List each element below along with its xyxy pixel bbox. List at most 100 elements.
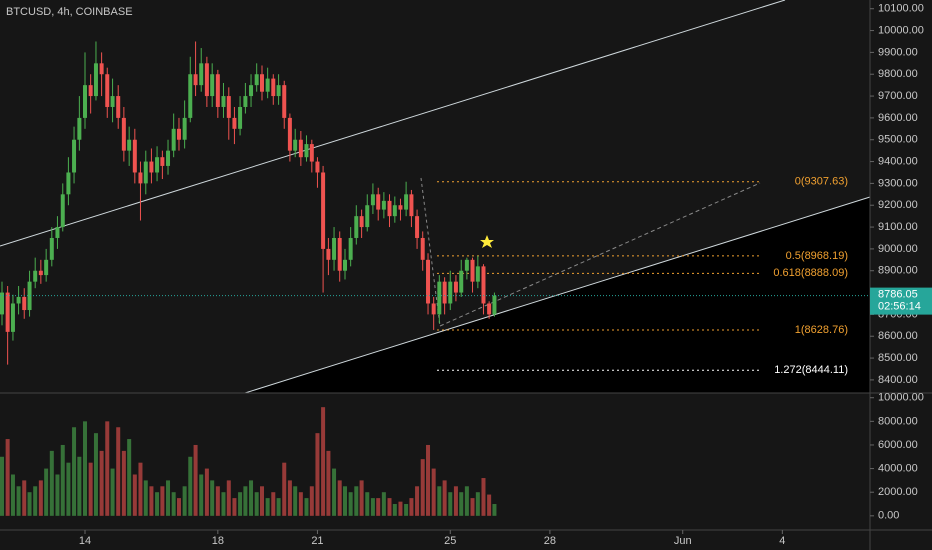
volume-bar	[27, 492, 32, 516]
volume-bar	[215, 486, 220, 516]
volume-bar	[204, 468, 209, 516]
candle-body	[321, 172, 326, 249]
volume-bar	[155, 492, 160, 516]
candle-body	[215, 74, 220, 107]
y-tick-label: 9800.00	[878, 68, 918, 80]
volume-bar	[243, 486, 248, 516]
fib-label: 0.5(8968.19)	[786, 250, 848, 262]
volume-bar	[321, 407, 326, 516]
volume-bar	[415, 486, 420, 516]
volume-bar	[464, 486, 469, 516]
candle-body	[193, 74, 198, 86]
candle-body	[0, 292, 4, 315]
volume-bar	[293, 486, 298, 516]
y-tick-label: 9400.00	[878, 155, 918, 167]
candle-body	[287, 117, 292, 151]
channel-lower-zone	[0, 197, 870, 393]
volume-bar	[437, 486, 442, 516]
volume-bar	[492, 504, 497, 516]
volume-bar	[304, 498, 309, 516]
volume-bar	[442, 480, 447, 516]
volume-bar	[282, 462, 287, 516]
volume-bar	[55, 474, 60, 516]
x-tick-label: 14	[79, 535, 91, 547]
candle-body	[155, 157, 160, 173]
chart-title: BTCUSD, 4h, COINBASE	[6, 6, 133, 18]
volume-bar	[160, 486, 165, 516]
volume-bar	[337, 480, 342, 516]
candle-body	[437, 281, 442, 315]
candle-body	[442, 281, 447, 304]
candle-body	[49, 237, 54, 260]
candle-body	[398, 205, 403, 210]
volume-bar	[265, 498, 270, 516]
candle-body	[343, 259, 348, 271]
volume-bar	[88, 462, 93, 516]
volume-bar	[370, 498, 375, 516]
y-tick-label: 9100.00	[878, 221, 918, 233]
fib-label: 1.272(8444.11)	[774, 364, 848, 376]
volume-bar	[487, 494, 492, 516]
volume-bar	[359, 480, 364, 516]
candle-body	[304, 144, 309, 158]
candle-body	[238, 106, 243, 129]
y-tick-label: 9300.00	[878, 177, 918, 189]
candle-body	[149, 161, 154, 173]
volume-bar	[66, 462, 71, 516]
volume-bar	[459, 492, 464, 516]
volume-bar	[49, 450, 54, 516]
volume-bar	[72, 427, 77, 516]
volume-bar	[315, 433, 320, 516]
candle-body	[210, 74, 215, 97]
candle-body	[232, 117, 237, 129]
volume-bar	[0, 456, 4, 516]
candle-body	[453, 281, 458, 293]
volume-bar	[127, 439, 132, 516]
candle-body	[381, 200, 386, 210]
candle-body	[204, 63, 209, 97]
volume-bar	[22, 480, 27, 516]
candle-body	[132, 139, 137, 173]
volume-bar	[171, 492, 176, 516]
y-tick-label: 9600.00	[878, 112, 918, 124]
volume-bar	[99, 450, 104, 516]
volume-bar	[188, 456, 193, 516]
candle-body	[176, 128, 181, 140]
candle-body	[265, 78, 270, 92]
y-tick-label: 9700.00	[878, 90, 918, 102]
volume-bar	[143, 480, 148, 516]
y-tick-label: 8400.00	[878, 374, 918, 386]
fib-label: 1(8628.76)	[795, 324, 848, 336]
candle-body	[38, 270, 43, 276]
volume-bar	[448, 492, 453, 516]
candle-body	[298, 139, 303, 158]
candle-body	[10, 303, 15, 332]
candle-body	[415, 216, 420, 238]
volume-bar	[426, 444, 431, 516]
candle-body	[293, 139, 298, 151]
fib-label: 0.618(8888.09)	[773, 267, 848, 279]
candle-body	[359, 216, 364, 228]
candle-body	[365, 205, 370, 228]
candle-body	[160, 157, 165, 166]
volume-bar	[232, 498, 237, 516]
candle-body	[44, 259, 49, 276]
candle-body	[5, 292, 10, 332]
volume-bar	[33, 486, 38, 516]
candle-body	[27, 281, 32, 311]
volume-bar	[348, 492, 353, 516]
volume-bar	[116, 427, 121, 516]
candle-body	[83, 85, 88, 118]
volume-bar	[221, 492, 226, 516]
x-tick-label: 4	[779, 535, 785, 547]
star-marker	[480, 235, 494, 248]
candle-body	[121, 117, 126, 151]
volume-bar	[392, 504, 397, 516]
candle-body	[475, 266, 480, 282]
candle-body	[337, 237, 342, 271]
volume-bar	[271, 492, 276, 516]
candle-body	[127, 139, 132, 151]
candle-body	[243, 96, 248, 107]
candle-body	[392, 205, 397, 217]
